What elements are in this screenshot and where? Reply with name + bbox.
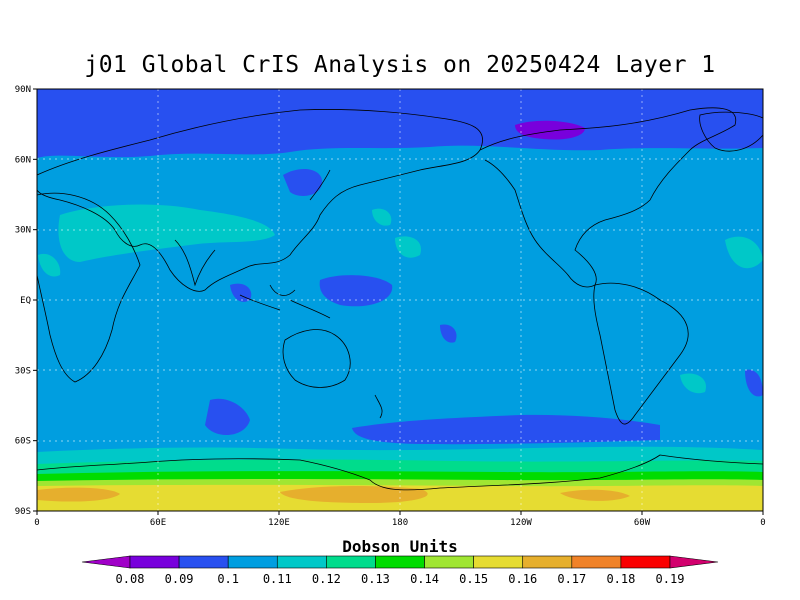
colorbar-label: 0.16 — [508, 572, 537, 586]
colorbar-label: 0.09 — [165, 572, 194, 586]
colorbar-label: 0.11 — [263, 572, 292, 586]
colorbar-label: 0.1 — [217, 572, 239, 586]
lat-tick-label: 60S — [15, 437, 31, 447]
field-patch-cyan — [395, 236, 421, 258]
field-north-polar-band — [37, 89, 763, 158]
lon-tick-label: 120W — [510, 518, 532, 528]
colorbar-label: 0.17 — [557, 572, 586, 586]
coastline-south-america — [593, 282, 689, 425]
coastline-new-zealand — [374, 394, 383, 419]
lat-axis: 90N 60N 30N EQ 30S 60S 90S — [15, 85, 37, 517]
colorbar-label: 0.12 — [312, 572, 341, 586]
colorbar-label: 0.19 — [656, 572, 685, 586]
field-patch-orange — [280, 485, 428, 503]
lon-axis: 0 60E 120E 180 120W 60W 0 — [34, 511, 766, 528]
field-patch-purple — [515, 120, 585, 140]
field-patch-blue — [205, 398, 250, 436]
lon-tick-label: 180 — [392, 518, 408, 528]
colorbar-swatch — [129, 555, 180, 569]
colorbar-swatch — [375, 555, 425, 569]
coastline-eurasia — [37, 109, 483, 292]
lat-tick-label: 60N — [15, 155, 31, 165]
lat-tick-label: 90S — [15, 507, 31, 517]
lon-tick-label: 60E — [150, 518, 166, 528]
gridlines — [37, 89, 763, 511]
coastline-australia — [282, 329, 351, 388]
field-patch-cyan — [372, 208, 392, 226]
field-patch-blue — [283, 168, 323, 196]
map-title: j01 Global CrIS Analysis on 20250424 Lay… — [84, 52, 716, 78]
field-patch-blue — [352, 414, 660, 445]
colorbar: 0.08 0.09 0.1 0.11 0.12 0.13 0.14 0.15 0.16 0.17 0… — [81, 555, 719, 586]
colorbar-label: 0.13 — [361, 572, 390, 586]
coastline-north-america — [479, 107, 737, 288]
coastline-greenland — [699, 111, 763, 152]
coastline-africa — [37, 192, 141, 383]
coastlines — [37, 107, 763, 491]
colorbar-label: 0.18 — [606, 572, 635, 586]
lon-tick-label: 60W — [634, 518, 651, 528]
colorbar-swatch — [522, 555, 573, 569]
lat-tick-label: 30S — [15, 366, 31, 376]
lat-tick-label: 30N — [15, 226, 31, 236]
lat-tick-label: 90N — [15, 85, 31, 95]
field-patch-orange — [37, 487, 120, 502]
field-patch-cyan — [725, 236, 763, 269]
colorbar-label: 0.15 — [459, 572, 488, 586]
coastline-antarctica — [37, 454, 763, 491]
field-patch-cyan — [38, 253, 61, 277]
colorbar-swatch — [473, 555, 524, 569]
colorbar-over-arrow — [669, 555, 719, 569]
lon-tick-label: 0 — [760, 518, 765, 528]
lon-tick-label: 0 — [34, 518, 39, 528]
colorbar-swatch — [620, 555, 671, 569]
field-patch-orange — [560, 489, 630, 501]
colorbar-swatch — [326, 555, 376, 569]
lon-tick-label: 120E — [268, 518, 290, 528]
colorbar-swatch — [571, 555, 622, 569]
field-patch-cyan — [680, 373, 706, 394]
coastline-japan — [309, 169, 331, 201]
colorbar-swatch — [178, 555, 229, 569]
field-patch-blue — [440, 324, 457, 343]
colorbar-label: 0.08 — [116, 572, 145, 586]
colorbar-label: 0.14 — [410, 572, 439, 586]
field-patch-blue — [319, 275, 393, 307]
colorbar-swatch — [227, 555, 278, 569]
colorbar-under-arrow — [81, 555, 131, 569]
field-patch-blue — [745, 369, 763, 397]
field-patch-cyan — [58, 204, 275, 262]
coastline-india — [174, 239, 216, 287]
lat-tick-label: EQ — [20, 296, 31, 306]
colorbar-title: Dobson Units — [342, 537, 458, 556]
coastline-indonesia — [239, 284, 331, 319]
field-layer — [37, 89, 763, 511]
colorbar-swatch — [276, 555, 327, 569]
colorbar-swatch — [424, 555, 474, 569]
